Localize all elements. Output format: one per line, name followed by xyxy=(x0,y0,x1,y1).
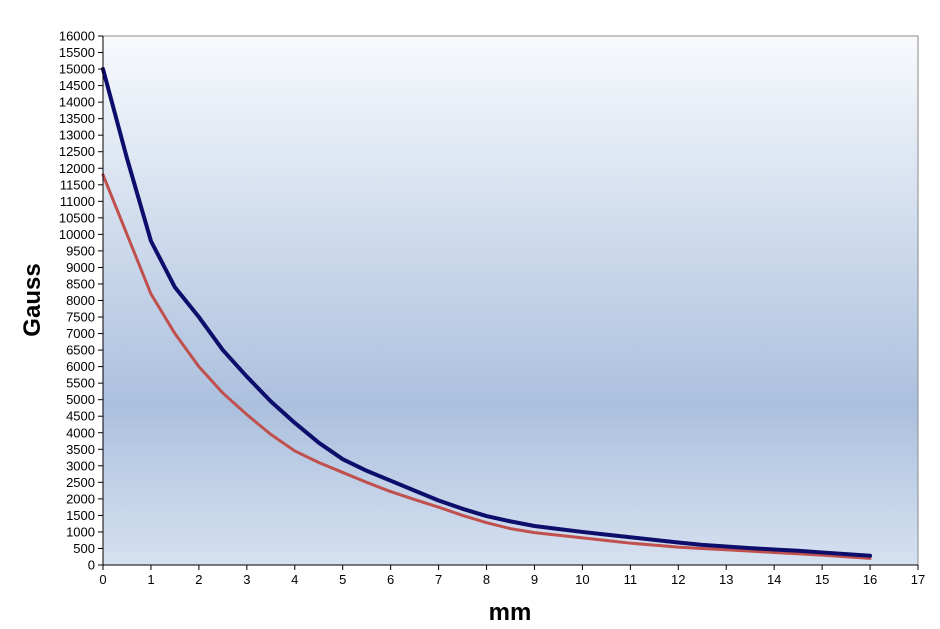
y-tick-label: 1500 xyxy=(66,508,95,523)
x-tick-label: 5 xyxy=(339,572,346,587)
y-tick-label: 500 xyxy=(73,541,95,556)
y-tick-label: 5500 xyxy=(66,376,95,391)
y-tick-label: 12500 xyxy=(59,144,95,159)
x-tick-label: 3 xyxy=(243,572,250,587)
y-tick-label: 10500 xyxy=(59,210,95,225)
x-tick-label: 14 xyxy=(767,572,781,587)
x-tick-label: 2 xyxy=(195,572,202,587)
x-tick-label: 11 xyxy=(624,572,638,587)
y-tick-label: 3500 xyxy=(66,442,95,457)
y-tick-label: 1000 xyxy=(66,524,95,539)
y-tick-label: 7000 xyxy=(66,326,95,341)
x-axis-ticks: 0 1 2 3 4 5 6 7 8 9 10 11 12 13 14 15 16 17 xyxy=(99,565,925,587)
y-tick-label: 9500 xyxy=(66,243,95,258)
x-tick-label: 6 xyxy=(387,572,394,587)
series-line-2 xyxy=(101,173,872,560)
y-tick-label: 14000 xyxy=(59,95,95,110)
series-layer xyxy=(101,67,873,560)
y-tick-label: 10000 xyxy=(59,227,95,242)
x-tick-label: 17 xyxy=(911,572,925,587)
x-tick-label: 16 xyxy=(863,572,877,587)
y-tick-label: 9000 xyxy=(66,260,95,275)
y-tick-label: 5000 xyxy=(66,392,95,407)
y-tick-label: 4000 xyxy=(66,425,95,440)
x-tick-label: 13 xyxy=(719,572,733,587)
y-tick-label: 0 xyxy=(88,558,95,573)
x-tick-label: 15 xyxy=(815,572,829,587)
y-tick-label: 6000 xyxy=(66,359,95,374)
y-tick-label: 15000 xyxy=(59,62,95,77)
y-axis-title: Gauss xyxy=(19,263,46,336)
y-tick-label: 3000 xyxy=(66,458,95,473)
y-tick-label: 11500 xyxy=(60,177,95,192)
y-tick-label: 6500 xyxy=(66,343,95,358)
series-line-1 xyxy=(101,67,873,558)
x-tick-label: 9 xyxy=(531,572,538,587)
x-tick-label: 7 xyxy=(435,572,442,587)
y-tick-label: 16000 xyxy=(59,29,95,44)
y-tick-label: 13500 xyxy=(59,111,95,126)
y-tick-label: 12000 xyxy=(59,161,95,176)
x-axis-title: mm xyxy=(489,599,532,626)
y-tick-label: 8000 xyxy=(66,293,95,308)
x-tick-label: 10 xyxy=(575,572,589,587)
y-tick-label: 2000 xyxy=(66,491,95,506)
plot-area xyxy=(103,36,918,565)
y-tick-label: 7500 xyxy=(66,310,95,325)
x-tick-label: 0 xyxy=(99,572,106,587)
x-tick-label: 1 xyxy=(147,572,154,587)
y-tick-label: 2500 xyxy=(66,475,95,490)
y-tick-label: 15500 xyxy=(59,45,95,60)
x-tick-label: 4 xyxy=(291,572,298,587)
x-tick-label: 12 xyxy=(671,572,685,587)
y-tick-label: 13000 xyxy=(59,128,95,143)
y-tick-label: 8500 xyxy=(66,276,95,291)
x-tick-label: 8 xyxy=(483,572,490,587)
y-tick-label: 11000 xyxy=(60,194,95,209)
y-tick-label: 4500 xyxy=(66,409,95,424)
y-tick-label: 14500 xyxy=(59,78,95,93)
